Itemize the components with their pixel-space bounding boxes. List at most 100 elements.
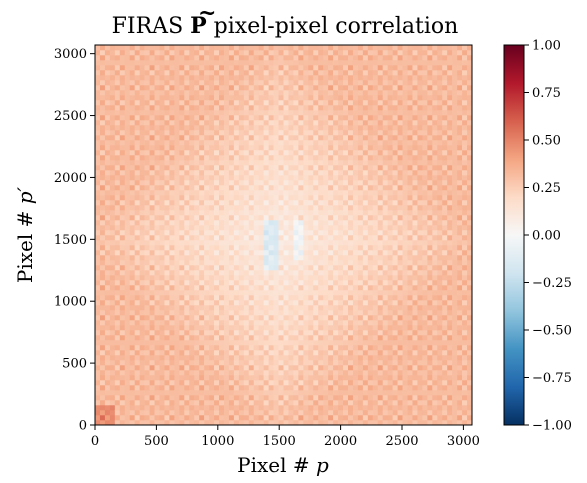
- heatmap-cell: [372, 145, 379, 151]
- heatmap-cell: [407, 420, 413, 426]
- heatmap-cell: [293, 375, 299, 381]
- heatmap-cell: [149, 405, 155, 411]
- heatmap-cell: [223, 250, 230, 256]
- heatmap-cell: [283, 380, 289, 386]
- heatmap-cell: [199, 300, 205, 306]
- heatmap-cell: [407, 55, 413, 61]
- heatmap-cell: [382, 300, 388, 306]
- heatmap-cell: [273, 300, 279, 306]
- heatmap-cell: [407, 400, 413, 406]
- heatmap-cell: [308, 395, 314, 401]
- heatmap-cell: [219, 230, 225, 236]
- heatmap-cell: [377, 105, 384, 111]
- heatmap-cell: [343, 310, 349, 316]
- heatmap-cell: [209, 390, 215, 396]
- heatmap-cell: [134, 135, 140, 141]
- heatmap-cell: [258, 390, 264, 396]
- heatmap-cell: [412, 265, 418, 271]
- heatmap-cell: [347, 405, 354, 411]
- heatmap-cell: [119, 165, 126, 171]
- heatmap-cell: [263, 200, 269, 206]
- heatmap-cell: [248, 255, 255, 261]
- heatmap-cell: [134, 265, 140, 271]
- heatmap-cell: [189, 165, 195, 171]
- heatmap-cell: [288, 260, 294, 266]
- heatmap-cell: [273, 295, 279, 301]
- heatmap-cell: [243, 100, 250, 106]
- heatmap-cell: [243, 415, 250, 421]
- heatmap-cell: [139, 300, 145, 306]
- heatmap-cell: [347, 395, 354, 401]
- heatmap-cell: [367, 420, 374, 426]
- heatmap-cell: [382, 205, 388, 211]
- heatmap-cell: [119, 255, 126, 261]
- heatmap-cell: [194, 420, 200, 426]
- heatmap-cell: [243, 260, 250, 266]
- heatmap-cell: [298, 290, 304, 296]
- heatmap-cell: [194, 230, 200, 236]
- heatmap-cell: [104, 300, 111, 306]
- heatmap-cell: [223, 150, 230, 156]
- heatmap-cell: [268, 420, 274, 426]
- heatmap-cell: [95, 120, 101, 126]
- heatmap-cell: [204, 385, 210, 391]
- heatmap-cell: [352, 355, 359, 361]
- heatmap-cell: [189, 250, 195, 256]
- heatmap-cell: [214, 135, 220, 141]
- heatmap-cell: [258, 185, 264, 191]
- heatmap-cell: [109, 245, 116, 251]
- heatmap-cell: [184, 330, 190, 336]
- heatmap-cell: [164, 325, 170, 331]
- heatmap-cell: [144, 265, 150, 271]
- heatmap-cell: [417, 415, 423, 421]
- heatmap-cell: [129, 230, 135, 236]
- heatmap-cell: [318, 370, 324, 376]
- heatmap-cell: [293, 170, 299, 176]
- heatmap-cell: [243, 380, 250, 386]
- heatmap-cell: [204, 90, 210, 96]
- heatmap-cell: [233, 160, 240, 166]
- heatmap-cell: [99, 240, 106, 246]
- heatmap-cell: [204, 105, 210, 111]
- heatmap-cell: [273, 365, 279, 371]
- heatmap-cell: [109, 240, 116, 246]
- heatmap-cell: [328, 385, 334, 391]
- heatmap-cell: [233, 340, 240, 346]
- heatmap-cell: [407, 115, 413, 121]
- heatmap-cell: [283, 125, 289, 131]
- heatmap-cell: [263, 150, 269, 156]
- heatmap-cell: [318, 85, 324, 91]
- heatmap-cell: [382, 400, 388, 406]
- heatmap-cell: [253, 375, 259, 381]
- heatmap-cell: [253, 360, 259, 366]
- heatmap-cell: [417, 165, 423, 171]
- heatmap-cell: [104, 355, 111, 361]
- heatmap-cell: [99, 250, 106, 256]
- heatmap-cell: [174, 300, 180, 306]
- heatmap-cell: [248, 110, 255, 116]
- heatmap-cell: [417, 155, 423, 161]
- heatmap-cell: [377, 130, 384, 136]
- heatmap-cell: [303, 350, 309, 356]
- heatmap-cell: [347, 160, 354, 166]
- heatmap-cell: [367, 145, 374, 151]
- heatmap-cell: [258, 140, 264, 146]
- heatmap-cell: [308, 245, 314, 251]
- heatmap-cell: [372, 245, 379, 251]
- heatmap-cell: [164, 170, 170, 176]
- heatmap-cell: [214, 255, 220, 261]
- heatmap-cell: [283, 360, 289, 366]
- heatmap-cell: [362, 235, 369, 241]
- heatmap-cell: [308, 140, 314, 146]
- heatmap-cell: [238, 185, 245, 191]
- heatmap-cell: [228, 150, 235, 156]
- heatmap-cell: [104, 385, 111, 391]
- heatmap-cell: [328, 325, 334, 331]
- heatmap-cell: [263, 340, 269, 346]
- heatmap-cell: [268, 290, 274, 296]
- heatmap-cell: [194, 395, 200, 401]
- heatmap-cell: [367, 285, 374, 291]
- heatmap-cell: [129, 140, 135, 146]
- heatmap-cell: [95, 360, 101, 366]
- heatmap-cell: [214, 340, 220, 346]
